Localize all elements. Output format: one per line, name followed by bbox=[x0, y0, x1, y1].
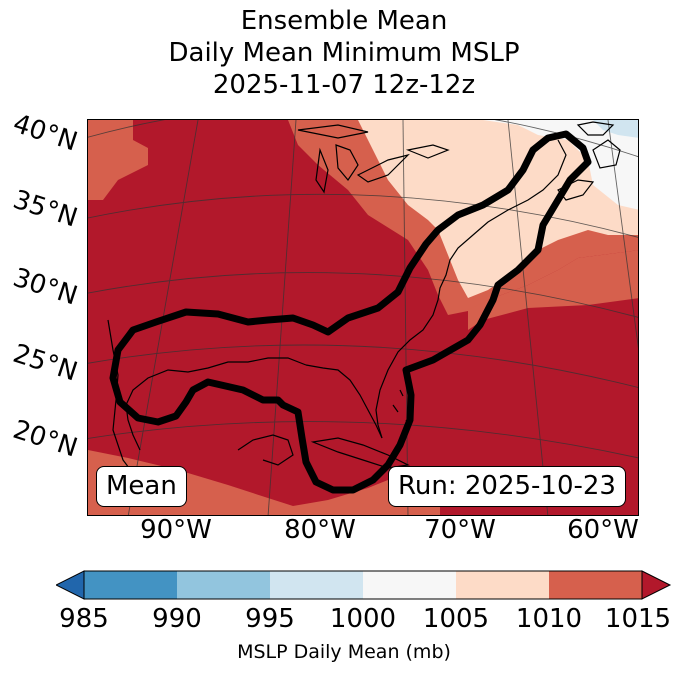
lon-label-70: 70°W bbox=[424, 515, 496, 545]
colorbar-extend-high bbox=[641, 570, 672, 600]
lon-label-60: 60°W bbox=[567, 515, 639, 545]
run-date-box: Run: 2025-10-23 bbox=[388, 466, 626, 507]
colorbar-label: MSLP Daily Mean (mb) bbox=[237, 641, 451, 663]
colorbar-bin-995-1000 bbox=[270, 571, 363, 599]
colorbar-tick-1015: 1015 bbox=[604, 604, 672, 634]
colorbar-bin-1010-1015 bbox=[549, 571, 642, 599]
lat-label-20: 20°N bbox=[9, 414, 81, 464]
title-line-2: Daily Mean Minimum MSLP bbox=[168, 38, 520, 68]
mean-label-box: Mean bbox=[96, 466, 187, 507]
map-svg bbox=[88, 120, 638, 515]
colorbar-tick-990: 990 bbox=[152, 604, 202, 634]
field-1000 bbox=[483, 120, 638, 210]
title-line-3: 2025-11-07 12z-12z bbox=[212, 70, 476, 100]
colorbar-tick-1010: 1010 bbox=[515, 604, 583, 634]
colorbar-bin-1000-1005 bbox=[363, 571, 456, 599]
colorbar-tick-985: 985 bbox=[59, 604, 109, 634]
colorbar-tick-1000: 1000 bbox=[329, 604, 397, 634]
colorbar-bin-1005-1010 bbox=[456, 571, 549, 599]
colorbar-tick-1005: 1005 bbox=[422, 604, 490, 634]
map-panel[interactable] bbox=[87, 119, 639, 516]
lat-label-25: 25°N bbox=[9, 338, 81, 388]
lat-label-40: 40°N bbox=[9, 108, 81, 158]
field-995 bbox=[593, 120, 638, 138]
title-line-1: Ensemble Mean bbox=[240, 6, 448, 36]
lat-label-30: 30°N bbox=[9, 262, 81, 312]
lat-label-35: 35°N bbox=[9, 184, 81, 234]
ensemble-contour bbox=[109, 130, 592, 494]
field-1010-east bbox=[468, 250, 638, 330]
colorbar-tick-995: 995 bbox=[245, 604, 295, 634]
colorbar-svg bbox=[54, 570, 672, 600]
colorbar bbox=[54, 570, 672, 606]
colorbar-extend-low bbox=[54, 570, 85, 600]
lon-label-90: 90°W bbox=[140, 515, 212, 545]
colorbar-bin-985-990 bbox=[84, 571, 177, 599]
field-1010-west bbox=[88, 120, 148, 200]
lon-label-80: 80°W bbox=[284, 515, 356, 545]
colorbar-outline bbox=[83, 570, 643, 600]
colorbar-bin-990-995 bbox=[177, 571, 270, 599]
field-1005 bbox=[358, 120, 638, 298]
